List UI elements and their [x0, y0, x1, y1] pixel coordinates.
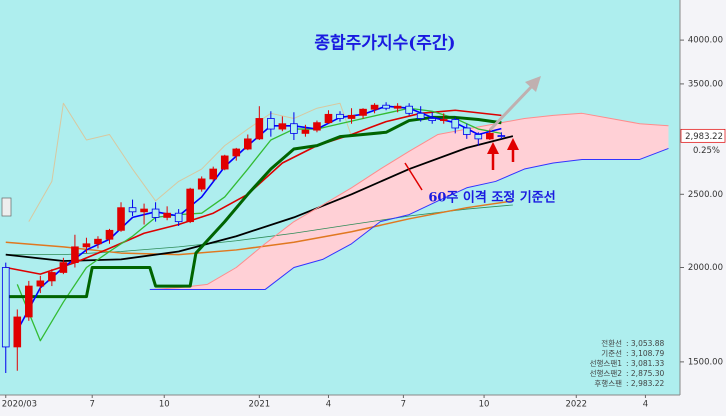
y-tick-label: 2000.00 — [688, 263, 723, 273]
candle-body — [278, 123, 287, 130]
candle-body — [13, 316, 22, 348]
candle-body — [128, 207, 137, 213]
candle-body — [382, 104, 390, 109]
indicator-line — [5, 135, 514, 262]
candle-body — [359, 108, 367, 116]
legend-name: 기준선 — [601, 349, 622, 358]
candle-body — [220, 155, 229, 170]
candle-body — [105, 229, 114, 240]
ichimoku-cloud — [149, 113, 669, 290]
legend-name: 후행스팬 — [594, 378, 622, 388]
x-tick-label: 4 — [326, 400, 331, 410]
candle-body — [209, 168, 218, 180]
indicator-line — [5, 115, 502, 299]
x-tick-label: 4 — [643, 400, 648, 410]
y-tick-label: 2500.00 — [688, 190, 723, 200]
candle-body — [324, 113, 333, 124]
indicator-line — [149, 147, 669, 291]
annotation-pointer — [404, 162, 423, 191]
legend-name: 선행스팬2 — [590, 368, 623, 378]
candle-body — [25, 285, 33, 318]
candle-body — [232, 148, 241, 157]
y-tick-label: 1500.00 — [688, 357, 723, 367]
candle-body — [497, 135, 506, 137]
candle-body — [59, 262, 68, 273]
x-tick-label: 7 — [89, 400, 94, 410]
candle-body — [462, 127, 471, 135]
candle-body — [94, 238, 102, 245]
candle-body — [451, 119, 460, 129]
x-tick-label: 7 — [401, 400, 406, 410]
legend-value: : 3,081.33 — [626, 359, 665, 368]
legend-value: : 2,983.22 — [626, 379, 665, 388]
x-tick-label: 2022 — [565, 400, 587, 410]
side-handle[interactable] — [1, 197, 12, 217]
candle-body — [405, 105, 413, 114]
candle-body — [197, 178, 206, 190]
candle-body — [416, 112, 425, 119]
legend-name: 선행스팬1 — [590, 358, 623, 368]
legend-value: : 3,108.79 — [626, 349, 665, 358]
candle-body — [290, 123, 298, 134]
legend-name: 전환선 — [601, 338, 622, 348]
trend-arrow-head — [525, 76, 541, 92]
indicator-line — [28, 102, 352, 222]
candle-body — [140, 208, 148, 213]
candle-body — [486, 132, 494, 140]
indicator-line — [149, 112, 669, 291]
candle-body — [347, 114, 356, 119]
candle-body — [267, 118, 275, 130]
last-price-label: 2,983.22 — [685, 132, 723, 142]
candle-body — [255, 118, 264, 140]
candle-body — [36, 280, 45, 287]
candle-body — [428, 118, 437, 121]
trend-arrow — [488, 82, 536, 132]
candle-body — [474, 134, 483, 140]
chart-title: 종합주가지수(주간) — [314, 33, 455, 54]
candle-body — [82, 243, 91, 248]
candle-body — [336, 113, 344, 119]
x-tick-label: 10 — [479, 400, 490, 410]
red-arrow-head — [487, 142, 499, 154]
x-tick-label: 2021 — [249, 400, 271, 410]
y-tick-label: 3500.00 — [688, 79, 723, 89]
candle-body — [439, 119, 448, 121]
last-price-box — [680, 128, 726, 143]
candle-body — [186, 188, 194, 223]
candle-body — [313, 122, 321, 131]
x-tick-label: 10 — [159, 400, 170, 410]
candle-body — [163, 212, 171, 218]
legend-value: : 2,875.30 — [626, 369, 665, 378]
red-arrow-head — [507, 138, 519, 150]
candle-body — [71, 246, 79, 264]
x-tick-label: 2020/03 — [2, 400, 37, 410]
legend-value: : 3,053.88 — [626, 339, 665, 348]
candle-body — [48, 272, 56, 282]
candle-body — [117, 207, 125, 231]
candle-body — [151, 208, 160, 218]
candle-body — [174, 212, 183, 223]
y-tick-label: 4000.00 — [688, 36, 723, 46]
candle-body — [370, 104, 379, 110]
candle-body — [1, 267, 10, 348]
candle-body — [393, 105, 402, 109]
change-label: 0.25% — [693, 146, 720, 156]
candle-body — [243, 138, 252, 150]
candle-body — [301, 129, 310, 134]
indicator-line — [5, 200, 513, 256]
annotation: 60주 이격 조정 기준선 — [428, 190, 555, 206]
